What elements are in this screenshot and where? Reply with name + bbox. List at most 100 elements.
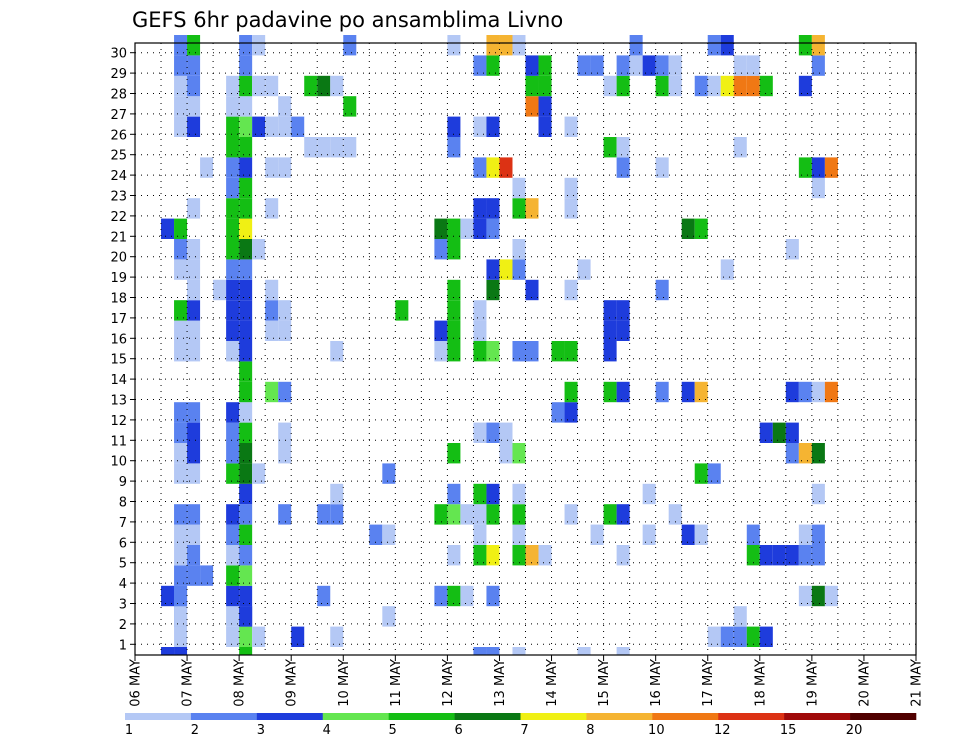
heatmap-cell (486, 116, 500, 137)
heatmap-cell (226, 422, 240, 443)
heatmap-cell (278, 443, 292, 464)
heatmap-cell (239, 626, 253, 647)
heatmap-cell (720, 626, 734, 647)
heatmap-cell (733, 137, 747, 158)
heatmap-cell (187, 545, 201, 566)
heatmap-cell (278, 300, 292, 321)
y-tick-label: 4 (119, 577, 127, 592)
heatmap-cell (252, 463, 266, 484)
heatmap-cell (239, 96, 253, 117)
heatmap-cell (811, 157, 825, 178)
heatmap-cell (486, 545, 500, 566)
heatmap-cell (239, 585, 253, 607)
heatmap-cell (564, 177, 578, 199)
heatmap-cell (187, 341, 201, 362)
heatmap-cell (317, 504, 331, 525)
x-tick-label: 20 MAY (857, 659, 872, 707)
colorbar-label: 2 (191, 723, 199, 738)
heatmap-cell (239, 606, 253, 627)
heatmap-cell (239, 137, 253, 158)
colorbar-label: 15 (780, 723, 797, 738)
heatmap-cell (174, 504, 188, 525)
y-tick-label: 1 (119, 638, 127, 653)
heatmap-cell (226, 402, 240, 423)
heatmap-cell (161, 585, 175, 607)
heatmap-cell (447, 443, 461, 464)
heatmap-cell (538, 545, 552, 566)
heatmap-cell (512, 259, 526, 280)
heatmap-cell (473, 545, 487, 566)
heatmap-cell (226, 137, 240, 158)
heatmap-cell (577, 647, 591, 655)
x-tick-label: 13 MAY (493, 659, 508, 707)
heatmap-cell (577, 259, 591, 280)
heatmap-cell (239, 504, 253, 525)
heatmap-cell (603, 341, 617, 362)
heatmap-cell (486, 483, 500, 505)
heatmap-cell (486, 585, 500, 607)
y-tick-label: 18 (110, 292, 127, 307)
heatmap-cell (447, 341, 461, 362)
heatmap-cell (226, 75, 240, 97)
heatmap-cell (239, 545, 253, 566)
x-tick-label: 17 MAY (701, 659, 716, 707)
heatmap-cell (317, 585, 331, 607)
heatmap-cell (707, 626, 721, 647)
y-tick-label: 3 (119, 598, 127, 613)
heatmap-cell (226, 157, 240, 178)
heatmap-cell (239, 177, 253, 199)
heatmap-cell (694, 381, 708, 403)
heatmap-cell (824, 381, 838, 403)
heatmap-cell (473, 198, 487, 219)
colorbar-segment (256, 713, 324, 720)
heatmap-cell (616, 137, 630, 158)
heatmap-cell (525, 341, 539, 362)
y-tick-label: 17 (110, 312, 127, 327)
heatmap-cell (798, 157, 812, 178)
heatmap-cell (655, 157, 669, 178)
heatmap-cell (603, 381, 617, 403)
heatmap-cell (382, 524, 396, 545)
heatmap-cell (525, 198, 539, 219)
heatmap-cell (811, 443, 825, 464)
colorbar-label: 1 (125, 723, 133, 738)
y-tick-label: 10 (110, 455, 127, 470)
heatmap-cell (174, 585, 188, 607)
heatmap-cell (512, 341, 526, 362)
y-tick-label: 30 (110, 47, 127, 62)
heatmap-cell (746, 545, 760, 566)
heatmap-cell (811, 585, 825, 607)
heatmap-cell (798, 75, 812, 97)
heatmap-cell (161, 218, 175, 239)
heatmap-cell (278, 422, 292, 443)
heatmap-cell (239, 381, 253, 403)
heatmap-cell (733, 55, 747, 76)
heatmap-cell (785, 443, 799, 464)
heatmap-cell (681, 381, 695, 403)
heatmap-cell (187, 35, 201, 56)
heatmap-cell (265, 381, 279, 403)
plot-frame (134, 42, 917, 656)
y-tick-label: 5 (119, 557, 127, 572)
y-tick-label: 19 (110, 271, 127, 286)
y-tick-label: 28 (110, 88, 127, 103)
heatmap-cell (681, 218, 695, 239)
heatmap-cell (330, 137, 344, 158)
y-tick-label: 27 (110, 108, 127, 123)
heatmap-cell (200, 157, 214, 178)
heatmap-cell (785, 239, 799, 260)
heatmap-cell (239, 218, 253, 239)
heatmap-cell (486, 35, 500, 56)
heatmap-cell (447, 483, 461, 505)
heatmap-cell (239, 35, 253, 56)
colorbar-label: 4 (323, 723, 331, 738)
x-tick-label: 06 MAY (129, 659, 144, 707)
heatmap-cell (798, 443, 812, 464)
heatmap-cell (512, 443, 526, 464)
heatmap-cell (694, 218, 708, 239)
heatmap-cell (512, 483, 526, 505)
heatmap-cell (187, 55, 201, 76)
heatmap-cell (473, 320, 487, 341)
heatmap-cell (239, 647, 253, 655)
x-tick-label: 21 MAY (910, 659, 925, 707)
